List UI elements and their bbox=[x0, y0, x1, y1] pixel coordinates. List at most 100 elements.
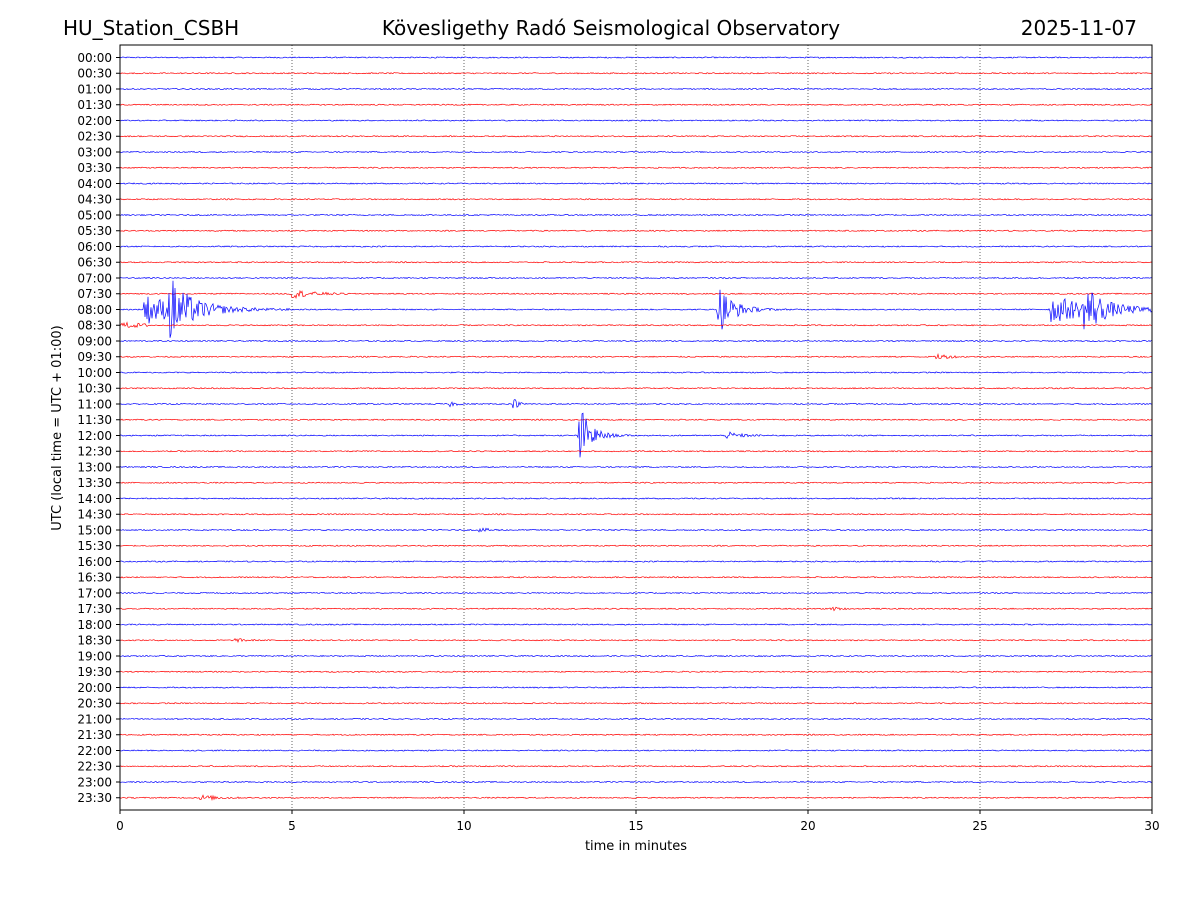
trace-1600 bbox=[119, 560, 1153, 563]
y-tick-label-1530: 15:30 bbox=[77, 539, 112, 553]
chart-title: Kövesligethy Radó Seismological Observat… bbox=[382, 16, 840, 40]
trace-1430 bbox=[119, 513, 1153, 516]
y-tick-label-1100: 11:00 bbox=[77, 397, 112, 411]
x-tick-label-15: 15 bbox=[628, 819, 643, 833]
trace-0630 bbox=[119, 261, 1153, 264]
y-tick-label-0500: 05:00 bbox=[77, 208, 112, 222]
trace-1030 bbox=[119, 387, 1153, 390]
x-tick-label-10: 10 bbox=[456, 819, 471, 833]
y-tick-label-1930: 19:30 bbox=[77, 665, 112, 679]
y-tick-label-2300: 23:00 bbox=[77, 775, 112, 789]
trace-0800 bbox=[119, 280, 1153, 338]
y-tick-label-1030: 10:30 bbox=[77, 382, 112, 396]
y-tick-label-0830: 08:30 bbox=[77, 319, 112, 333]
trace-0100 bbox=[119, 87, 1153, 91]
trace-0230 bbox=[119, 135, 1153, 138]
y-tick-label-1600: 16:00 bbox=[77, 555, 112, 569]
y-tick-label-2330: 23:30 bbox=[77, 791, 112, 805]
trace-0430 bbox=[119, 198, 1153, 201]
y-tick-label-0300: 03:00 bbox=[77, 145, 112, 159]
trace-0830 bbox=[119, 321, 1153, 329]
trace-0300 bbox=[119, 150, 1153, 154]
trace-0330 bbox=[119, 166, 1153, 169]
trace-1330 bbox=[119, 481, 1153, 484]
y-tick-label-0930: 09:30 bbox=[77, 350, 112, 364]
y-tick-label-2130: 21:30 bbox=[77, 728, 112, 742]
trace-1200 bbox=[119, 412, 1153, 458]
y-tick-label-2000: 20:00 bbox=[77, 681, 112, 695]
y-tick-label-0900: 09:00 bbox=[77, 334, 112, 348]
y-tick-label-1200: 12:00 bbox=[77, 429, 112, 443]
y-tick-label-1830: 18:30 bbox=[77, 634, 112, 648]
y-tick-label-1730: 17:30 bbox=[77, 602, 112, 616]
y-tick-label-1330: 13:30 bbox=[77, 476, 112, 490]
y-tick-label-0730: 07:30 bbox=[77, 287, 112, 301]
trace-1930 bbox=[119, 670, 1153, 673]
trace-1300 bbox=[119, 465, 1153, 469]
y-tick-label-0800: 08:00 bbox=[77, 303, 112, 317]
y-tick-label-0530: 05:30 bbox=[77, 224, 112, 238]
y-tick-label-1300: 13:00 bbox=[77, 460, 112, 474]
trace-0530 bbox=[119, 229, 1153, 232]
trace-1130 bbox=[119, 418, 1153, 421]
trace-1000 bbox=[119, 371, 1153, 374]
y-tick-label-1630: 16:30 bbox=[77, 571, 112, 585]
trace-1630 bbox=[119, 576, 1153, 579]
y-tick-label-0400: 04:00 bbox=[77, 177, 112, 191]
trace-2230 bbox=[119, 765, 1153, 768]
y-tick-label-0700: 07:00 bbox=[77, 271, 112, 285]
y-tick-label-1900: 19:00 bbox=[77, 649, 112, 663]
y-tick-label-0330: 03:30 bbox=[77, 161, 112, 175]
trace-1100 bbox=[119, 398, 1153, 409]
y-tick-label-2100: 21:00 bbox=[77, 712, 112, 726]
y-axis-label: UTC (local time = UTC + 01:00) bbox=[50, 325, 65, 530]
trace-2130 bbox=[119, 733, 1153, 736]
trace-2300 bbox=[119, 780, 1153, 784]
trace-1830 bbox=[119, 637, 1153, 643]
trace-0930 bbox=[119, 353, 1153, 360]
trace-0400 bbox=[119, 182, 1153, 185]
trace-0730 bbox=[119, 289, 1153, 299]
station-name: HU_Station_CSBH bbox=[63, 16, 239, 40]
y-tick-label-0630: 06:30 bbox=[77, 256, 112, 270]
trace-0200 bbox=[119, 119, 1153, 122]
trace-1900 bbox=[119, 654, 1153, 658]
trace-2030 bbox=[119, 702, 1153, 705]
x-tick-label-0: 0 bbox=[116, 819, 124, 833]
trace-0130 bbox=[119, 103, 1153, 106]
y-tick-label-2030: 20:30 bbox=[77, 697, 112, 711]
trace-2000 bbox=[119, 686, 1153, 689]
y-tick-label-1230: 12:30 bbox=[77, 445, 112, 459]
y-tick-label-1500: 15:00 bbox=[77, 523, 112, 537]
trace-1700 bbox=[119, 591, 1153, 595]
trace-1230 bbox=[119, 450, 1153, 453]
y-tick-label-1130: 11:30 bbox=[77, 413, 112, 427]
trace-0500 bbox=[119, 213, 1153, 217]
trace-0600 bbox=[119, 245, 1153, 248]
y-tick-label-1000: 10:00 bbox=[77, 366, 112, 380]
chart-date: 2025-11-07 bbox=[1021, 16, 1137, 40]
trace-1730 bbox=[119, 606, 1153, 612]
trace-2330 bbox=[119, 794, 1153, 801]
y-tick-label-1800: 18:00 bbox=[77, 618, 112, 632]
y-tick-label-0000: 00:00 bbox=[77, 51, 112, 65]
trace-2200 bbox=[119, 749, 1153, 752]
trace-0030 bbox=[119, 72, 1153, 75]
y-tick-label-0030: 00:30 bbox=[77, 67, 112, 81]
trace-2100 bbox=[119, 717, 1153, 721]
trace-1530 bbox=[119, 544, 1153, 547]
y-tick-label-0200: 02:00 bbox=[77, 114, 112, 128]
y-tick-label-0600: 06:00 bbox=[77, 240, 112, 254]
y-tick-label-0430: 04:30 bbox=[77, 193, 112, 207]
y-tick-label-0130: 01:30 bbox=[77, 98, 112, 112]
trace-0900 bbox=[119, 339, 1153, 343]
y-tick-label-2200: 22:00 bbox=[77, 744, 112, 758]
trace-0000 bbox=[119, 56, 1153, 59]
y-tick-label-2230: 22:30 bbox=[77, 760, 112, 774]
y-tick-label-0230: 02:30 bbox=[77, 130, 112, 144]
x-tick-label-25: 25 bbox=[972, 819, 987, 833]
x-tick-label-5: 5 bbox=[288, 819, 296, 833]
y-tick-label-1400: 14:00 bbox=[77, 492, 112, 506]
trace-0700 bbox=[119, 276, 1153, 280]
